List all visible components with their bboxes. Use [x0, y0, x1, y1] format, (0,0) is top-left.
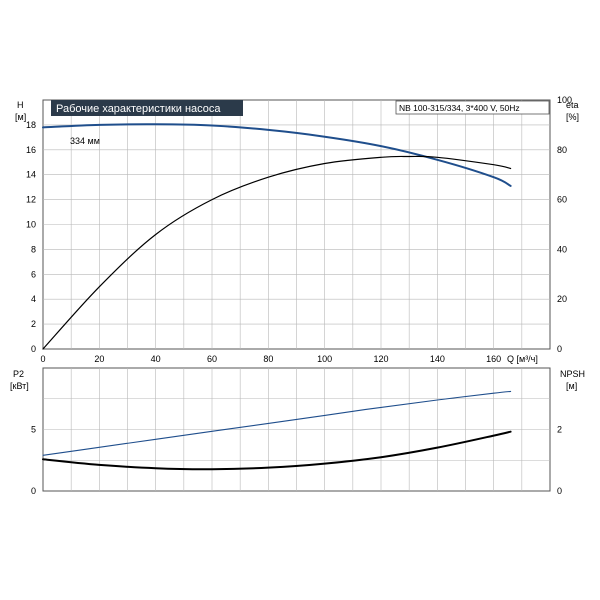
- right-tick-label-bottom: 2: [557, 425, 562, 435]
- left-axis-label-top: H: [17, 100, 24, 110]
- left-tick-label-top: 12: [26, 195, 36, 205]
- x-tick-label: 20: [94, 354, 104, 364]
- right-axis-label-top: eta: [566, 100, 579, 110]
- tick-layer: 0 20 40 60 80 100 120 140 1600246810121416180204…: [26, 95, 572, 496]
- title-box: [51, 100, 243, 116]
- right-tick-label-top: 20: [557, 294, 567, 304]
- grid-layer: [43, 100, 550, 491]
- efficiency-curve: [42, 155, 512, 350]
- impeller-annotation: 334 мм: [70, 136, 100, 146]
- left-tick-label-top: 18: [26, 120, 36, 130]
- left-tick-label-top: 16: [26, 145, 36, 155]
- x-tick-label: 160: [486, 354, 501, 364]
- left-tick-label-top: 4: [31, 294, 36, 304]
- left-axis-unit-top: [м]: [15, 112, 26, 122]
- right-tick-label-top: 80: [557, 145, 567, 155]
- left-tick-label-top: 10: [26, 220, 36, 230]
- left-axis-label-bottom: P2: [13, 369, 24, 379]
- x-tick-label: 0: [40, 354, 45, 364]
- right-axis-unit-bottom: [м]: [566, 381, 577, 391]
- right-axis-label-bottom: NPSH: [560, 369, 585, 379]
- x-tick-label: 120: [373, 354, 388, 364]
- head-curve: [42, 123, 512, 187]
- series-layer: [42, 123, 512, 471]
- right-tick-label-top: 40: [557, 244, 567, 254]
- left-tick-label-top: 0: [31, 344, 36, 354]
- right-tick-label-top: 60: [557, 195, 567, 205]
- right-tick-label-top: 0: [557, 344, 562, 354]
- left-tick-label-top: 6: [31, 269, 36, 279]
- x-tick-label: 100: [317, 354, 332, 364]
- x-tick-label: 60: [207, 354, 217, 364]
- subtitle-box: [395, 100, 550, 115]
- x-tick-label: 140: [430, 354, 445, 364]
- left-tick-label-top: 2: [31, 319, 36, 329]
- x-axis-label: Q [м³/ч]: [507, 354, 538, 364]
- npsh-curve: [42, 430, 512, 471]
- right-tick-label-top: 100: [557, 95, 572, 105]
- power-curve: [42, 390, 512, 456]
- chart-subtitle: NB 100-315/334, 3*400 V, 50Hz: [399, 103, 520, 113]
- right-tick-label-bottom: 0: [557, 486, 562, 496]
- left-tick-label-top: 14: [26, 170, 36, 180]
- right-axis-unit-top: [%]: [566, 112, 579, 122]
- x-tick-label: 80: [263, 354, 273, 364]
- chart-title: Рабочие характеристики насоса: [56, 103, 221, 115]
- x-tick-label: 40: [151, 354, 161, 364]
- left-tick-label-top: 8: [31, 244, 36, 254]
- left-tick-label-bottom: 5: [31, 425, 36, 435]
- left-tick-label-bottom: 0: [31, 486, 36, 496]
- left-axis-unit-bottom: [кВт]: [10, 381, 29, 391]
